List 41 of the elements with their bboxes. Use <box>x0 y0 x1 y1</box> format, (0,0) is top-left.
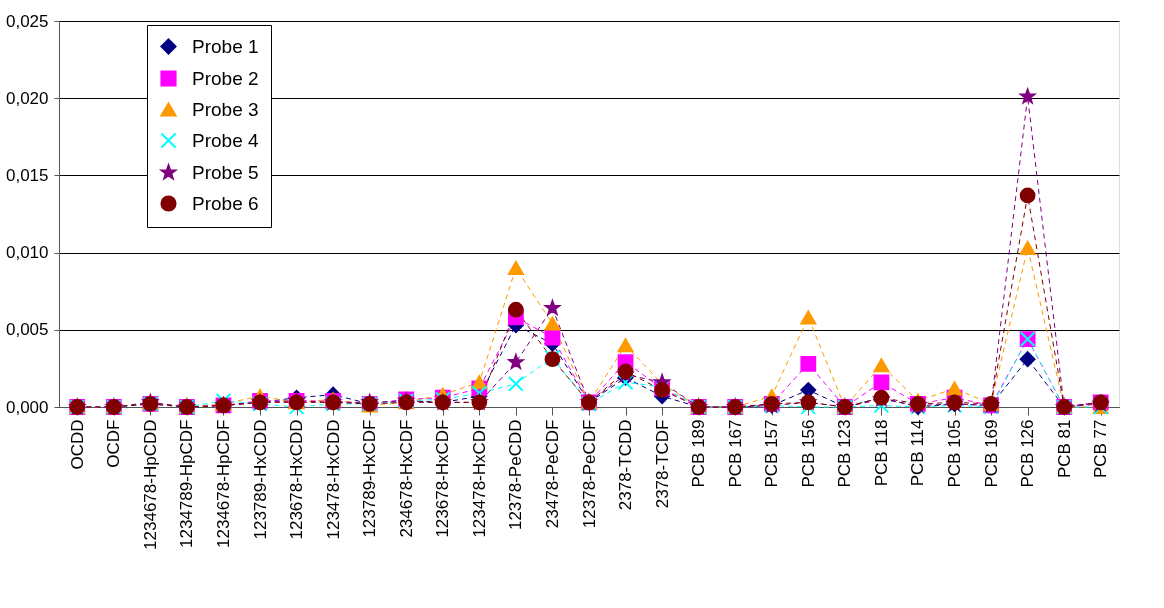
legend-label: Probe 5 <box>192 161 259 183</box>
x-tick-label: 123678-HxCDF <box>433 419 453 538</box>
x-tick-label: 123789-HxCDF <box>360 419 380 538</box>
x-tick-label: OCDF <box>104 419 124 468</box>
y-tick-label: 0,000 <box>5 397 49 417</box>
x-tick-label: 23478-PeCDF <box>542 419 562 529</box>
x-tick-label: 123478-HxCDD <box>323 419 343 540</box>
x-tick-label: PCB 189 <box>689 419 709 488</box>
x-tick-label: 2378-TCDD <box>616 419 636 511</box>
y-tick-label: 0,020 <box>5 88 49 108</box>
x-tick-label: 2378-TCDF <box>652 419 672 509</box>
x-tick-label: 123678-HxCDD <box>287 419 307 540</box>
legend-label: Probe 4 <box>192 129 259 151</box>
x-tick-label: 234678-HxCDF <box>396 419 416 538</box>
y-tick-label: 0,005 <box>5 320 49 340</box>
legend-label: Probe 1 <box>192 35 259 57</box>
x-tick-label: PCB 81 <box>1054 419 1074 479</box>
x-tick-label: PCB 156 <box>798 419 818 488</box>
x-tick-label: 12378-PeCDD <box>506 419 526 531</box>
x-tick-label: 1234678-HpCDF <box>213 419 233 549</box>
x-tick-label: PCB 126 <box>1018 419 1038 488</box>
legend-label: Probe 6 <box>192 192 259 214</box>
x-tick-label: 12378-PeCDF <box>579 419 599 529</box>
x-tick-label: OCDD <box>67 419 87 470</box>
x-tick-label: 1234789-HpCDF <box>177 419 197 549</box>
x-tick-label: PCB 114 <box>908 419 928 487</box>
x-tick-label: 1234678-HpCDD <box>140 419 160 550</box>
legend-label: Probe 3 <box>192 98 259 120</box>
y-tick-label: 0,015 <box>5 165 49 185</box>
x-tick-label: PCB 169 <box>981 419 1001 488</box>
y-tick-label: 0,010 <box>5 243 49 263</box>
x-tick-label: PCB 167 <box>725 419 745 488</box>
x-tick-label: 123478-HxCDF <box>469 419 489 538</box>
x-tick-label: PCB 77 <box>1091 419 1111 479</box>
legend-label: Probe 2 <box>192 67 259 89</box>
y-tick-label: 0,025 <box>5 11 49 31</box>
x-tick-label: PCB 118 <box>871 419 891 487</box>
x-tick-label: PCB 157 <box>762 419 782 488</box>
x-tick-label: PCB 123 <box>835 419 855 488</box>
x-tick-label: 123789-HxCDD <box>250 419 270 540</box>
x-tick-label: PCB 105 <box>945 419 965 488</box>
